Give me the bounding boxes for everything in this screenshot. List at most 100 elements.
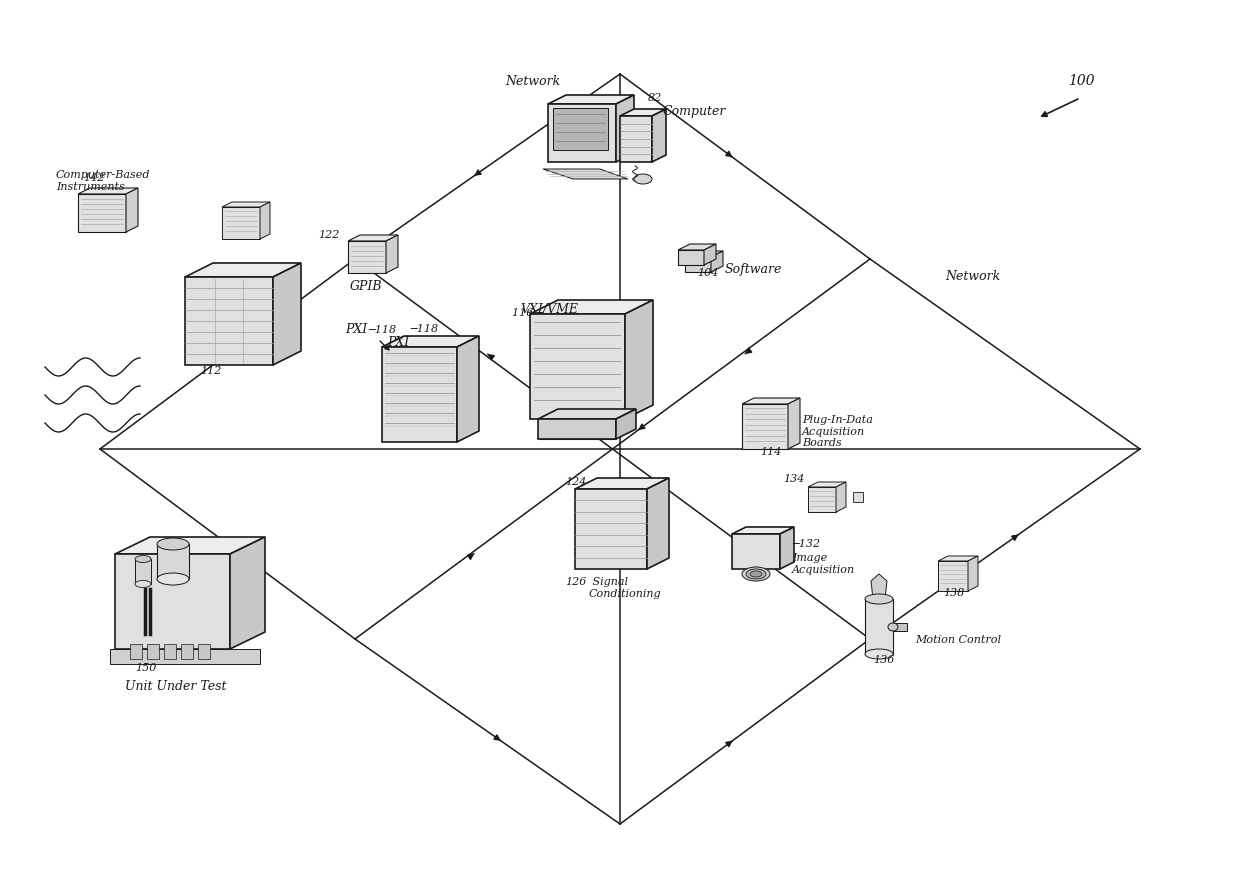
Polygon shape <box>382 337 479 347</box>
Polygon shape <box>937 556 978 562</box>
Polygon shape <box>553 109 608 151</box>
Polygon shape <box>742 399 800 405</box>
Ellipse shape <box>742 567 770 581</box>
Polygon shape <box>78 189 138 195</box>
Polygon shape <box>780 527 794 570</box>
Text: Plug-In-Data
Acquisition
Boards: Plug-In-Data Acquisition Boards <box>802 415 873 447</box>
Ellipse shape <box>746 570 766 579</box>
Polygon shape <box>78 195 126 233</box>
Text: 114: 114 <box>760 447 781 456</box>
Text: ─118: ─118 <box>368 324 396 335</box>
Ellipse shape <box>750 571 763 578</box>
Polygon shape <box>620 117 652 163</box>
Polygon shape <box>157 544 188 579</box>
Text: 116 ─: 116 ─ <box>512 307 543 318</box>
Polygon shape <box>539 420 615 439</box>
Polygon shape <box>866 599 893 654</box>
Text: 100: 100 <box>1068 74 1095 88</box>
Text: ─118: ─118 <box>410 323 438 334</box>
Text: 124: 124 <box>565 477 587 486</box>
Polygon shape <box>538 420 616 439</box>
Text: 122: 122 <box>317 229 340 240</box>
Polygon shape <box>787 399 800 449</box>
Polygon shape <box>529 300 653 315</box>
Polygon shape <box>273 264 301 366</box>
Text: Image
Acquisition: Image Acquisition <box>792 552 856 574</box>
Polygon shape <box>538 409 636 420</box>
Polygon shape <box>616 409 636 439</box>
Polygon shape <box>164 644 176 659</box>
Polygon shape <box>808 483 846 487</box>
Polygon shape <box>625 300 653 420</box>
Polygon shape <box>115 538 265 555</box>
Text: 150: 150 <box>135 662 156 672</box>
Polygon shape <box>181 644 193 659</box>
Text: Network: Network <box>505 75 560 88</box>
Polygon shape <box>870 574 887 599</box>
Ellipse shape <box>135 556 151 563</box>
Polygon shape <box>543 170 627 180</box>
Text: ─132: ─132 <box>792 539 820 548</box>
Text: 138: 138 <box>942 587 965 597</box>
Polygon shape <box>684 252 723 258</box>
Polygon shape <box>110 649 260 664</box>
Polygon shape <box>222 203 270 207</box>
Polygon shape <box>348 236 398 242</box>
Polygon shape <box>704 245 715 266</box>
Polygon shape <box>678 251 704 266</box>
Polygon shape <box>148 644 159 659</box>
Ellipse shape <box>157 539 188 550</box>
Polygon shape <box>386 236 398 274</box>
Text: Computer-Based
Instruments: Computer-Based Instruments <box>56 170 150 191</box>
Text: PXI: PXI <box>345 323 367 336</box>
Text: 126: 126 <box>565 577 587 587</box>
Text: Signal
Conditioning: Signal Conditioning <box>589 577 662 598</box>
Polygon shape <box>742 405 787 449</box>
Polygon shape <box>222 207 260 240</box>
Polygon shape <box>185 264 301 277</box>
Polygon shape <box>548 105 616 163</box>
Polygon shape <box>711 252 723 273</box>
Polygon shape <box>229 538 265 649</box>
Text: Software: Software <box>725 263 782 276</box>
Polygon shape <box>616 96 634 163</box>
Text: Computer: Computer <box>663 105 727 118</box>
Polygon shape <box>620 110 666 117</box>
Polygon shape <box>130 644 143 659</box>
Polygon shape <box>937 562 968 591</box>
Polygon shape <box>185 277 273 366</box>
Polygon shape <box>548 96 634 105</box>
Text: VXI/VME: VXI/VME <box>520 303 578 315</box>
Polygon shape <box>529 315 625 420</box>
Polygon shape <box>115 555 229 649</box>
Ellipse shape <box>866 649 893 659</box>
Polygon shape <box>575 478 670 489</box>
Ellipse shape <box>888 623 898 632</box>
Text: Network: Network <box>945 269 1001 283</box>
Polygon shape <box>382 347 458 442</box>
Polygon shape <box>458 337 479 442</box>
Polygon shape <box>348 242 386 274</box>
Polygon shape <box>575 489 647 570</box>
Text: 104: 104 <box>697 268 718 277</box>
Text: 142: 142 <box>83 173 104 183</box>
Polygon shape <box>808 487 836 512</box>
Text: 134: 134 <box>782 473 805 484</box>
Polygon shape <box>198 644 210 659</box>
Ellipse shape <box>866 595 893 604</box>
Polygon shape <box>893 623 906 632</box>
Text: GPIB: GPIB <box>350 280 382 292</box>
Text: 112: 112 <box>200 366 222 376</box>
Polygon shape <box>126 189 138 233</box>
Polygon shape <box>135 559 151 585</box>
Ellipse shape <box>135 581 151 587</box>
Polygon shape <box>678 245 715 251</box>
Ellipse shape <box>157 573 188 586</box>
Ellipse shape <box>634 175 652 185</box>
Polygon shape <box>684 258 711 273</box>
Polygon shape <box>647 478 670 570</box>
Text: 136: 136 <box>873 654 894 664</box>
Polygon shape <box>836 483 846 512</box>
Text: Motion Control: Motion Control <box>915 634 1001 644</box>
Polygon shape <box>968 556 978 591</box>
